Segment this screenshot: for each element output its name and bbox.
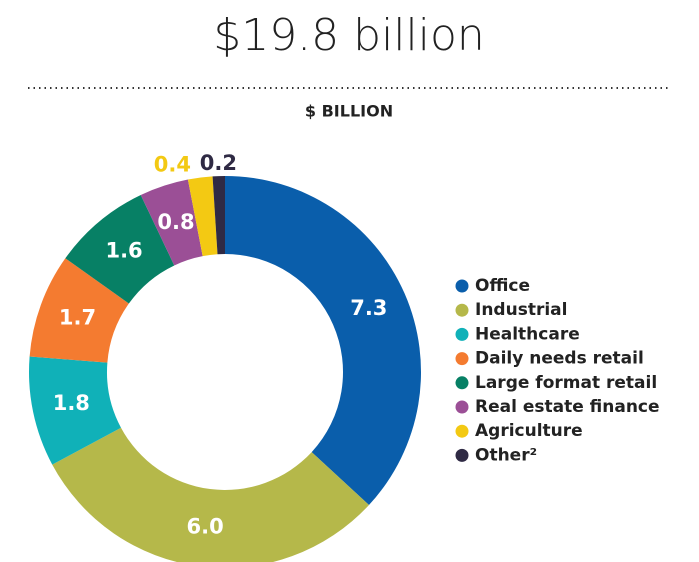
donut-slice: [212, 176, 225, 255]
legend-swatch: [455, 424, 469, 438]
legend-label: Large format retail: [475, 373, 657, 393]
data-label: 1.7: [59, 305, 96, 329]
legend-swatch: [455, 376, 469, 390]
legend-swatch: [455, 279, 469, 293]
chart-subtitle: $ BILLION: [305, 102, 393, 121]
data-label: 0.4: [154, 153, 191, 177]
data-label: 1.6: [105, 239, 142, 263]
legend-label: Other²: [475, 445, 537, 465]
legend-swatch: [455, 448, 469, 462]
data-label: 6.0: [187, 515, 224, 539]
chart-title: $19.8 billion: [213, 10, 485, 61]
legend-swatch: [455, 327, 469, 341]
donut-slice: [140, 179, 203, 266]
donut-slice: [28, 356, 121, 465]
legend-swatch: [455, 352, 469, 366]
data-label: 7.3: [350, 296, 387, 320]
legend-label: Daily needs retail: [475, 349, 644, 369]
legend-swatch: [455, 400, 469, 414]
data-label: 0.2: [200, 151, 237, 175]
legend-label: Industrial: [475, 300, 567, 320]
donut-slice: [187, 176, 218, 257]
data-label: 1.8: [53, 391, 90, 415]
donut-slice: [29, 258, 129, 363]
legend-label: Real estate finance: [475, 397, 660, 417]
donut-slice: [225, 176, 422, 505]
legend-label: Agriculture: [475, 421, 583, 441]
legend-label: Office: [475, 276, 530, 296]
data-label: 0.8: [157, 210, 194, 234]
donut-slice: [52, 427, 369, 562]
legend-label: Healthcare: [475, 324, 580, 344]
donut-slice: [65, 195, 175, 304]
legend-swatch: [455, 303, 469, 317]
